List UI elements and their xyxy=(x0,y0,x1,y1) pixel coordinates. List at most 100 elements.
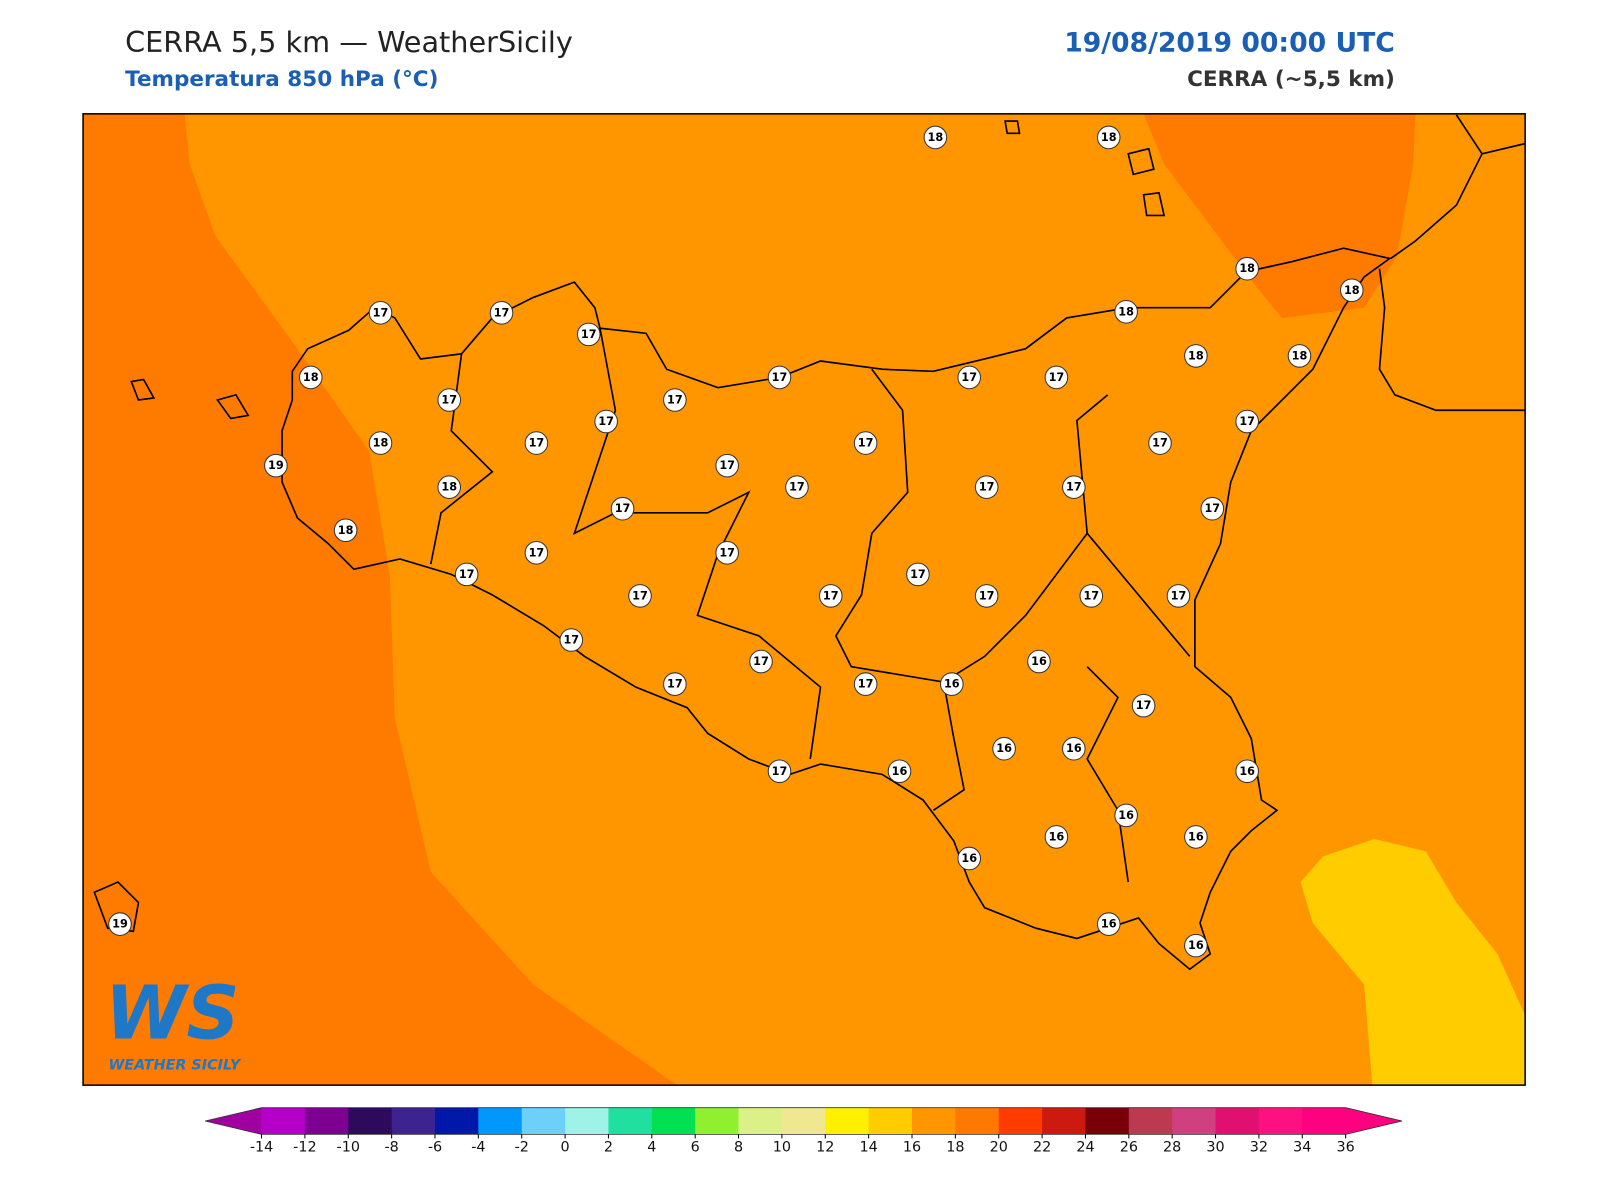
shade xyxy=(1143,113,1416,318)
station-marker xyxy=(1044,365,1069,390)
station: 16 xyxy=(1027,649,1051,674)
station: 17 xyxy=(767,759,792,784)
colorbar-tick-label: 22 xyxy=(1033,1140,1051,1156)
station: 18 xyxy=(1114,300,1138,324)
station-value: 16 xyxy=(944,678,960,691)
station: 16 xyxy=(1184,933,1208,958)
station: 17 xyxy=(906,562,930,587)
station-marker xyxy=(1027,649,1051,674)
station-value: 16 xyxy=(1188,830,1204,843)
station-value: 17 xyxy=(1152,437,1168,450)
colorbar-tick-label: 2 xyxy=(604,1140,613,1156)
station: 18 xyxy=(333,518,358,543)
colorbar-swatch xyxy=(651,1107,696,1135)
station-value: 16 xyxy=(1239,765,1255,778)
station-value: 18 xyxy=(1101,131,1117,144)
station-value: 17 xyxy=(494,306,510,319)
station: 17 xyxy=(1235,409,1259,434)
colorbar-under xyxy=(205,1107,262,1135)
station-value: 17 xyxy=(1066,481,1082,494)
station-marker xyxy=(749,649,773,674)
station-marker xyxy=(992,736,1016,761)
province-border xyxy=(834,368,1109,683)
calabria xyxy=(1390,114,1483,260)
station: 16 xyxy=(1062,736,1086,761)
colorbar-tick-label: 28 xyxy=(1163,1140,1181,1156)
colorbar-swatch xyxy=(434,1107,479,1135)
station-marker xyxy=(767,365,792,390)
station-marker xyxy=(1148,431,1172,455)
colorbar-tick-label: 12 xyxy=(816,1140,834,1156)
colorbar-swatch xyxy=(998,1107,1043,1135)
station: 17 xyxy=(1148,431,1172,455)
coastline xyxy=(93,114,1526,971)
colorbar-swatch xyxy=(955,1107,1000,1135)
station-marker xyxy=(887,759,912,784)
station: 17 xyxy=(767,365,792,390)
station: 17 xyxy=(1200,496,1225,521)
station-marker xyxy=(1287,344,1312,368)
colorbar-tick-label: 10 xyxy=(773,1140,791,1156)
station: 16 xyxy=(992,736,1016,761)
station-value: 18 xyxy=(1188,349,1204,362)
colorbar-tick-label: 18 xyxy=(946,1140,964,1156)
station-marker xyxy=(1184,344,1208,368)
station: 17 xyxy=(1044,365,1069,390)
station-value: 18 xyxy=(928,131,944,144)
map-frame xyxy=(82,113,1526,1086)
station: 16 xyxy=(1044,825,1069,849)
station: 17 xyxy=(749,649,773,674)
station: 16 xyxy=(887,759,912,784)
colorbar-tick-label: 6 xyxy=(691,1140,700,1156)
station-marker xyxy=(1079,584,1104,608)
station-marker xyxy=(663,388,687,412)
station-marker xyxy=(974,475,999,499)
colorbar-tick-label: -2 xyxy=(515,1140,529,1156)
colorbar-over xyxy=(1345,1107,1403,1135)
station: 16 xyxy=(939,672,964,696)
station-marker xyxy=(715,453,739,478)
station-marker xyxy=(1131,693,1156,718)
station: 18 xyxy=(368,431,393,455)
colorbar-tick-label: 32 xyxy=(1250,1140,1268,1156)
station: 17 xyxy=(610,496,635,521)
station: 17 xyxy=(663,672,687,696)
station: 17 xyxy=(628,584,652,608)
station-marker xyxy=(1044,825,1069,849)
logo-name: WEATHER SICILY xyxy=(108,1058,241,1074)
island xyxy=(93,120,1166,933)
date: 19/08/2019 00:00 UTC xyxy=(1064,28,1395,59)
station: 17 xyxy=(1062,475,1086,499)
station: 16 xyxy=(1184,825,1208,849)
station: 16 xyxy=(1235,759,1259,784)
station: 17 xyxy=(974,584,999,608)
colorbar-tick-label: 30 xyxy=(1206,1140,1224,1156)
station: 17 xyxy=(818,584,843,608)
station: 19 xyxy=(264,453,288,478)
station-value: 17 xyxy=(1239,415,1255,428)
station-marker xyxy=(454,562,479,587)
station: 17 xyxy=(974,475,999,499)
station: 18 xyxy=(1235,256,1259,281)
station-value: 17 xyxy=(563,634,579,647)
station-value: 17 xyxy=(772,371,788,384)
colorbar-swatch xyxy=(781,1107,826,1135)
station: 18 xyxy=(923,125,948,150)
station-value: 17 xyxy=(979,481,995,494)
station-value: 18 xyxy=(338,524,354,537)
station-value: 17 xyxy=(719,459,735,472)
station: 17 xyxy=(853,672,878,696)
station-value: 17 xyxy=(858,437,874,450)
map-area: 18 18 18 18 18 18 18 17 17 17 18 17 17 17 17 17 17 17 18 17… xyxy=(82,113,1526,1086)
station-value: 18 xyxy=(1239,262,1255,275)
station-value: 18 xyxy=(1118,305,1134,318)
station-marker xyxy=(1166,584,1191,608)
colorbar-swatch xyxy=(1128,1107,1173,1135)
colorbar-swatch xyxy=(1258,1107,1303,1135)
station-value: 19 xyxy=(112,918,128,931)
station-marker xyxy=(853,672,878,696)
sicily xyxy=(281,247,1392,971)
station: 19 xyxy=(108,912,132,936)
station-marker xyxy=(974,584,999,608)
station: 17 xyxy=(524,541,549,565)
